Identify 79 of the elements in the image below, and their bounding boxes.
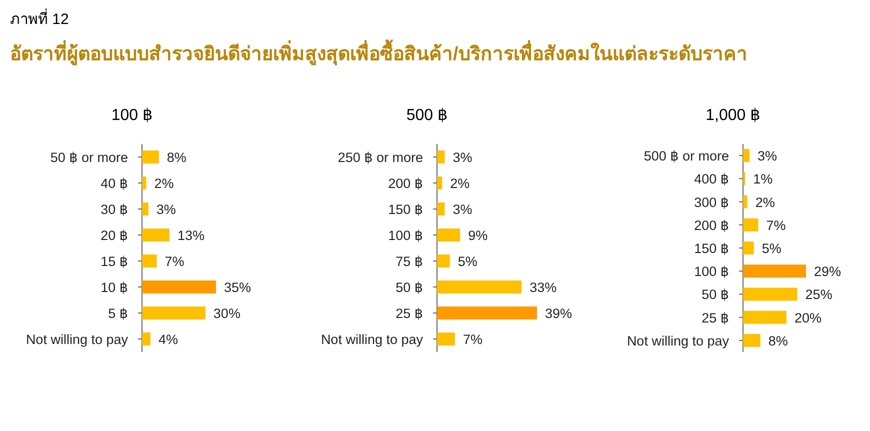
bar bbox=[437, 306, 537, 320]
y-tick-label: 30 ฿ bbox=[100, 202, 128, 217]
data-label: 7% bbox=[164, 254, 184, 269]
data-label: 3% bbox=[758, 148, 778, 164]
data-label: 33% bbox=[530, 280, 557, 295]
y-tick-label: 75 ฿ bbox=[396, 254, 423, 269]
bar bbox=[437, 332, 455, 346]
data-label: 3% bbox=[156, 202, 176, 217]
bar bbox=[142, 202, 148, 216]
data-label: 3% bbox=[452, 202, 472, 217]
data-label: 7% bbox=[766, 218, 786, 233]
data-label: 13% bbox=[177, 228, 205, 243]
y-tick-label: 25 ฿ bbox=[396, 306, 423, 321]
bar bbox=[142, 228, 170, 242]
y-tick-label: Not willing to pay bbox=[320, 332, 424, 347]
y-tick-label: 15 ฿ bbox=[100, 254, 128, 269]
y-tick-label: 150 ฿ bbox=[694, 241, 729, 256]
y-tick-label: 50 ฿ bbox=[702, 287, 729, 302]
bar bbox=[142, 176, 146, 190]
data-label: 2% bbox=[154, 176, 174, 191]
bar bbox=[437, 228, 460, 242]
bar bbox=[437, 202, 445, 216]
data-label: 3% bbox=[452, 150, 472, 165]
bar bbox=[743, 334, 760, 347]
y-tick-label: 100 ฿ bbox=[694, 264, 729, 280]
bar bbox=[743, 264, 806, 278]
bar bbox=[142, 150, 159, 164]
chart-title: 1,000 ฿ bbox=[706, 107, 760, 124]
data-label: 5% bbox=[762, 241, 782, 256]
bar bbox=[142, 280, 216, 294]
data-label: 7% bbox=[462, 332, 482, 347]
chart-title: 500 ฿ bbox=[406, 107, 448, 124]
y-tick-label: Not willing to pay bbox=[626, 333, 730, 348]
data-label: 1% bbox=[753, 172, 773, 187]
data-label: 8% bbox=[768, 333, 788, 348]
bar bbox=[142, 254, 157, 268]
y-tick-label: 50 ฿ bbox=[396, 280, 423, 295]
data-label: 29% bbox=[814, 264, 842, 280]
data-label: 5% bbox=[458, 254, 478, 269]
bar bbox=[437, 254, 450, 268]
data-label: 35% bbox=[224, 280, 252, 295]
bar bbox=[437, 150, 445, 164]
data-label: 8% bbox=[166, 150, 186, 165]
y-tick-label: 300 ฿ bbox=[694, 194, 729, 210]
y-tick-label: Not willing to pay bbox=[26, 332, 128, 347]
y-tick-label: 200 ฿ bbox=[694, 218, 729, 233]
y-tick-label: 25 ฿ bbox=[702, 310, 729, 326]
bar bbox=[743, 149, 750, 162]
bar bbox=[142, 332, 150, 346]
y-tick-label: 100 ฿ bbox=[388, 228, 423, 243]
y-tick-label: 50 ฿ or more bbox=[50, 150, 128, 165]
data-label: 2% bbox=[450, 176, 470, 191]
y-tick-label: 250 ฿ or more bbox=[338, 150, 423, 165]
data-label: 4% bbox=[158, 332, 178, 347]
chart-title: 100 ฿ bbox=[111, 107, 153, 124]
y-tick-label: 400 ฿ bbox=[694, 172, 729, 187]
bar bbox=[437, 280, 522, 294]
bar bbox=[743, 218, 758, 232]
bar bbox=[743, 195, 748, 208]
y-tick-label: 150 ฿ bbox=[388, 202, 423, 217]
y-tick-label: 200 ฿ bbox=[388, 176, 423, 191]
y-tick-label: 10 ฿ bbox=[100, 280, 128, 295]
text: อัตราที่ผู้ตอบแบบสำรวจยินดีจ่ายเพิ่มสูงสุดเพื่อซื้อสินค้า/บริการเพื่อสังคมในแต่ละระดับราคา bbox=[10, 39, 748, 66]
data-label: 30% bbox=[213, 306, 240, 321]
text: ภาพที่ 12 bbox=[10, 8, 69, 28]
y-tick-label: 5 ฿ bbox=[108, 306, 128, 321]
bar bbox=[437, 176, 442, 190]
y-tick-label: 500 ฿ or more bbox=[644, 148, 729, 164]
data-label: 20% bbox=[794, 310, 822, 326]
bar bbox=[743, 288, 798, 301]
y-tick-label: 20 ฿ bbox=[100, 228, 128, 243]
data-label: 39% bbox=[545, 306, 572, 321]
bar bbox=[743, 242, 754, 254]
data-label: 25% bbox=[805, 287, 832, 302]
bar bbox=[142, 306, 206, 320]
y-tick-label: 40 ฿ bbox=[100, 176, 128, 191]
data-label: 9% bbox=[468, 228, 488, 243]
bar bbox=[743, 310, 786, 324]
data-label: 2% bbox=[755, 194, 775, 210]
